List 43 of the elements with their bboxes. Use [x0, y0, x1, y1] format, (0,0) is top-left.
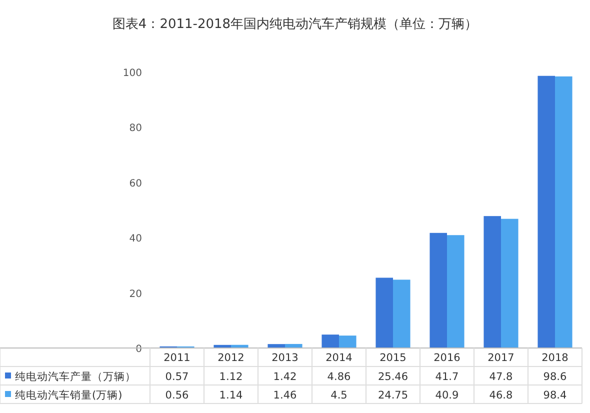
data-label: 1.42: [273, 371, 297, 383]
x-tick-label: 2015: [380, 352, 406, 364]
x-tick-label: 2012: [218, 352, 244, 364]
x-tick-label: 2011: [164, 352, 190, 364]
y-tick-label: 100: [122, 68, 142, 79]
chart-title: 图表4：2011-2018年国内纯电动汽车产销规模（单位：万辆）: [112, 17, 478, 32]
data-label: 0.57: [165, 371, 189, 383]
data-label: 1.46: [273, 390, 298, 402]
data-label: 1.14: [219, 390, 244, 402]
bar: [339, 336, 356, 348]
data-label: 41.7: [435, 371, 459, 383]
data-label: 0.56: [165, 390, 190, 402]
legend-label: 纯电动汽车产量（万辆）: [15, 370, 136, 383]
y-tick-label: 20: [129, 288, 142, 300]
bar: [447, 235, 464, 348]
bar: [393, 280, 410, 348]
x-tick-label: 2013: [272, 352, 298, 364]
data-label: 1.12: [219, 371, 243, 383]
data-label: 47.8: [489, 371, 513, 383]
data-label: 98.6: [543, 371, 568, 383]
data-label: 24.75: [378, 390, 408, 402]
y-tick-label: 80: [129, 123, 142, 134]
legend-label: 纯电动汽车销量(万辆): [15, 388, 122, 402]
data-label: 46.8: [489, 390, 513, 402]
bar: [538, 76, 555, 348]
bar: [430, 232, 447, 348]
data-label: 98.4: [543, 390, 568, 402]
data-label: 4.86: [327, 371, 352, 383]
data-label: 4.5: [330, 390, 348, 402]
bar: [555, 76, 572, 348]
bar: [501, 218, 518, 348]
x-tick-label: 2018: [542, 352, 568, 364]
x-tick-label: 2014: [326, 352, 353, 364]
bar: [322, 334, 339, 348]
y-tick-label: 60: [129, 178, 142, 190]
bar: [268, 344, 285, 348]
x-tick-label: 2017: [488, 352, 514, 364]
data-label: 40.9: [435, 390, 459, 402]
data-label: 25.46: [378, 371, 408, 383]
x-tick-label: 2016: [434, 352, 461, 364]
y-tick-label: 40: [129, 234, 142, 245]
bar: [484, 216, 501, 348]
bar: [376, 278, 393, 348]
